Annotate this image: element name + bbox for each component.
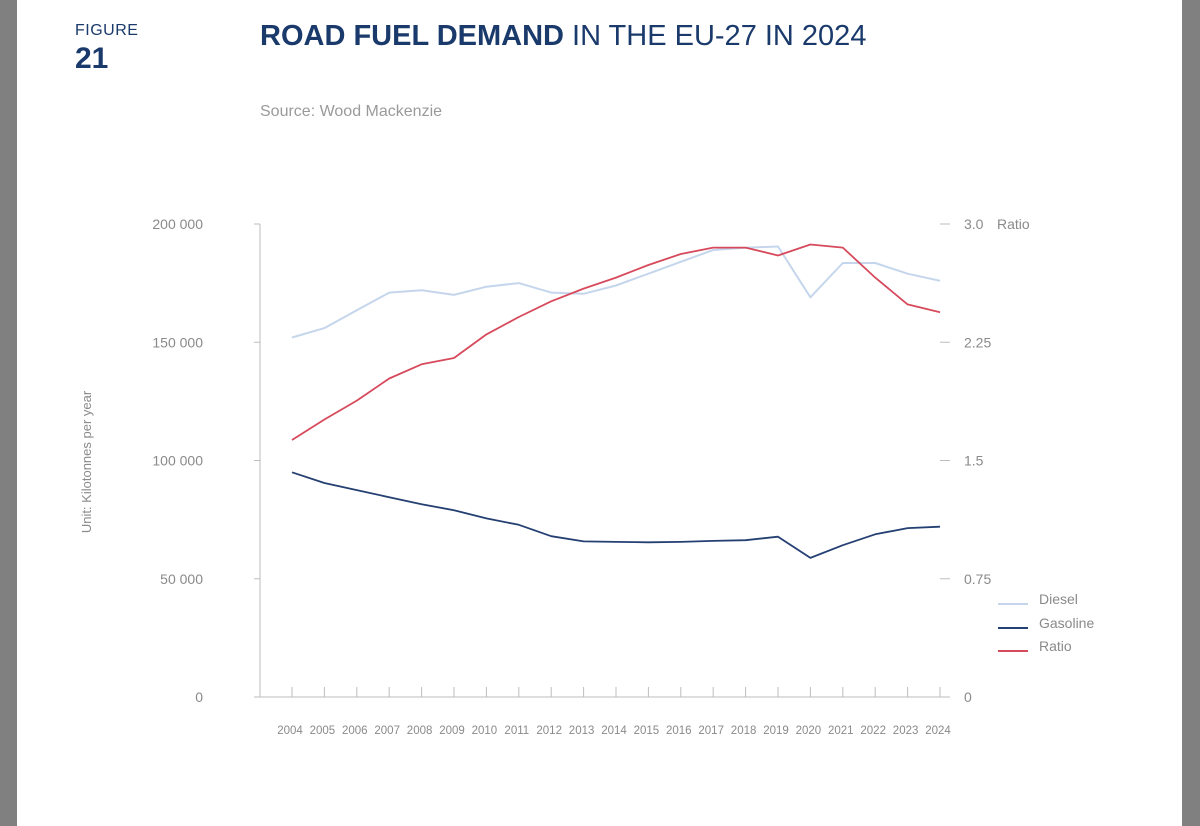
legend-label-gasoline: Gasoline — [1039, 615, 1094, 631]
legend-label-ratio: Ratio — [1039, 638, 1072, 654]
chart-title: ROAD FUEL DEMAND IN THE EU-27 IN 2024 — [260, 20, 866, 53]
x-tick-label: 2009 — [439, 725, 465, 737]
y-tick-label-left: 200 000 — [152, 216, 203, 232]
x-tick-label: 2011 — [504, 725, 529, 737]
x-tick-label: 2005 — [310, 725, 336, 737]
x-tick-label: 2023 — [893, 725, 919, 737]
x-tick-label: 2018 — [731, 725, 757, 737]
x-tick-label: 2020 — [796, 725, 822, 737]
y-tick-label-left: 100 000 — [152, 453, 203, 469]
y2-axis-label: Ratio — [997, 216, 1030, 232]
x-tick-label: 2007 — [374, 725, 400, 737]
series-line-ratio — [291, 243, 941, 441]
y-tick-label-right: 2.25 — [964, 334, 991, 350]
y-axis-label: Unit: Kilotonnes per year — [79, 390, 94, 533]
legend-label-diesel: Diesel — [1039, 591, 1078, 607]
y-tick-label-left: 0 — [195, 689, 203, 705]
figure-number: 21 — [75, 42, 109, 75]
y-tick-label-right: 0 — [964, 689, 972, 705]
x-tick-label: 2019 — [763, 725, 789, 737]
chart-title-regular: IN THE EU-27 IN 2024 — [563, 20, 867, 52]
y-tick-label-right: 0.75 — [964, 571, 991, 587]
y-tick-label-left: 50 000 — [160, 571, 203, 587]
x-tick-label: 2022 — [860, 725, 886, 737]
x-tick-label: 2008 — [407, 725, 433, 737]
x-tick-label: 2024 — [925, 725, 951, 737]
chart-title-bold: ROAD FUEL DEMAND — [260, 20, 564, 52]
x-tick-label: 2006 — [342, 725, 368, 737]
y-tick-label-right: 3.0 — [964, 216, 984, 232]
x-tick-label: 2012 — [536, 725, 562, 737]
x-tick-label: 2016 — [666, 725, 692, 737]
figure-label: FIGURE — [75, 22, 139, 39]
source-note: Source: Wood Mackenzie — [260, 103, 443, 120]
series-line-diesel — [291, 245, 941, 339]
x-tick-label: 2021 — [828, 725, 854, 737]
y-tick-label-right: 1.5 — [964, 453, 984, 469]
series-line-gasoline — [291, 471, 941, 559]
x-tick-label: 2013 — [569, 725, 595, 737]
figure-page: FIGURE 21 ROAD FUEL DEMAND IN THE EU-27 … — [17, 0, 1182, 826]
x-tick-label: 2017 — [698, 725, 724, 737]
x-tick-label: 2004 — [277, 725, 303, 737]
y-tick-label-left: 150 000 — [152, 334, 203, 350]
x-tick-label: 2015 — [634, 725, 660, 737]
x-tick-label: 2014 — [601, 725, 627, 737]
x-tick-label: 2010 — [472, 725, 498, 737]
